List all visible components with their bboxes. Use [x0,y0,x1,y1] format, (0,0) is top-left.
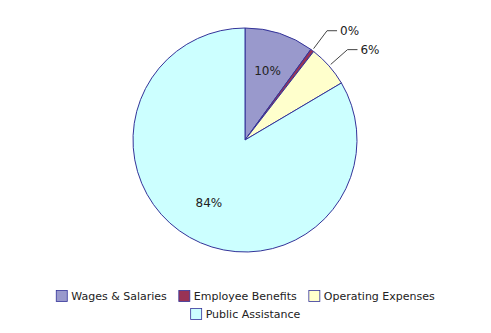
chart: 10% 0%6% 84% Wages & Salaries Employee Benef… [0,0,491,333]
data-labels: 10% 0%6% 84% [196,24,380,211]
data-label: 0% [340,24,359,38]
leader-line [331,50,358,65]
legend-item: Employee Benefits [179,290,297,303]
pie-slice [133,28,357,252]
legend-swatch [179,291,190,302]
legend-label: Wages & Salaries [71,290,167,303]
data-label: 84% [196,196,223,210]
legend: Wages & Salaries Employee Benefits Operati… [56,290,435,321]
data-label: 10% [254,64,281,78]
legend-item: Wages & Salaries [56,290,167,303]
legend-swatch [309,291,320,302]
legend-swatch [191,309,202,320]
legend-item: Public Assistance [191,308,301,321]
data-label: 6% [360,43,379,57]
leader-line [314,31,337,49]
legend-swatch [56,291,67,302]
legend-label: Employee Benefits [194,290,297,303]
legend-item: Operating Expenses [309,290,435,303]
legend-label: Public Assistance [206,308,301,321]
legend-label: Operating Expenses [324,290,435,303]
slices [133,28,357,252]
